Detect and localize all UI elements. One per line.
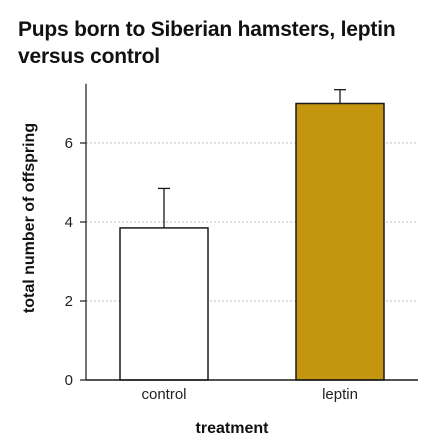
y-tick-label: 2 — [65, 293, 73, 310]
y-ticks: 0 2 4 6 — [65, 135, 86, 389]
x-tick-label-leptin: leptin — [322, 386, 358, 403]
bar-leptin — [295, 102, 385, 381]
x-tick-label-control: control — [141, 386, 186, 403]
y-tick-label: 0 — [65, 372, 73, 389]
chart-title: Pups born to Siberian hamsters, leptin v… — [18, 18, 396, 68]
x-ticks: control leptin — [141, 386, 357, 403]
y-tick-label: 4 — [65, 214, 73, 231]
y-tick-label: 6 — [65, 135, 73, 152]
y-axis-title: total number of offspring — [21, 123, 38, 313]
bars — [119, 102, 385, 381]
bar-control — [119, 227, 209, 381]
error-bars — [158, 89, 346, 228]
x-axis-title: treatment — [196, 420, 270, 437]
